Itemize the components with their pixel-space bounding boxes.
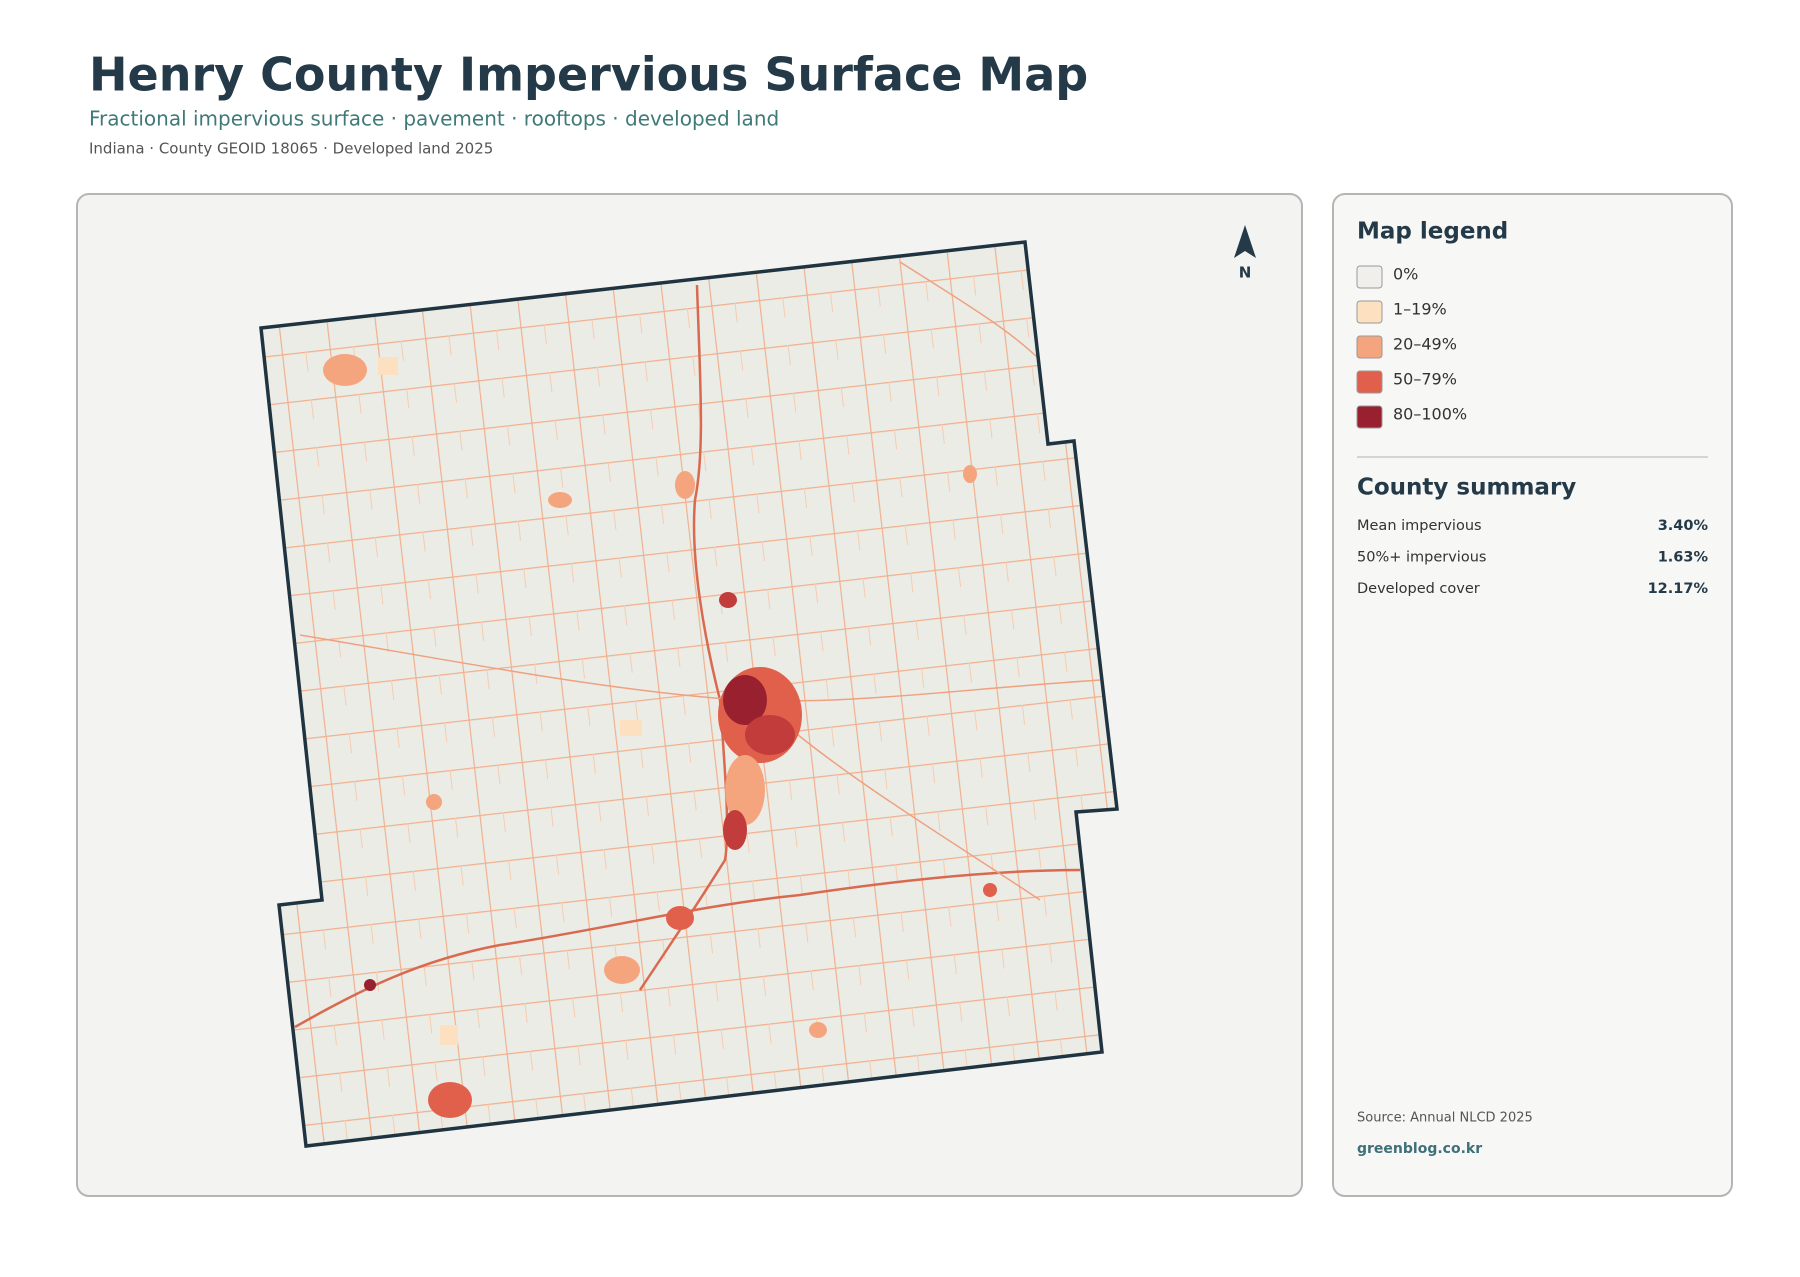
north-arrow — [1234, 225, 1256, 258]
side-panel — [1332, 193, 1733, 1197]
summary-label: 50%+ impervious — [1357, 550, 1486, 566]
legend-swatch — [1356, 335, 1383, 359]
legend-label: 1–19% — [1393, 300, 1447, 319]
summary-title: County summary — [1357, 475, 1576, 501]
site: greenblog.co.kr — [1357, 1141, 1482, 1157]
legend-label: 20–49% — [1393, 335, 1457, 354]
legend-label: 50–79% — [1393, 370, 1457, 389]
legend-title: Map legend — [1357, 219, 1508, 245]
legend-swatch — [1356, 300, 1383, 324]
summary-label: Developed cover — [1357, 581, 1480, 597]
urban-areas — [323, 354, 997, 1118]
subtitle: Fractional impervious surface · pavement… — [89, 107, 779, 131]
meta: Indiana · County GEOID 18065 · Developed… — [89, 140, 493, 158]
county-boundary — [259, 240, 1119, 1148]
legend-swatch — [1356, 265, 1383, 289]
title: Henry County Impervious Surface Map — [89, 48, 1088, 102]
legend-swatch — [1356, 405, 1383, 429]
impervious-raster — [261, 242, 1117, 1146]
summary-value: 12.17% — [1648, 581, 1709, 597]
legend: 0% 1–19% 20–49% 50–79% 80–100% — [1356, 265, 1467, 429]
summary: Mean impervious 3.40% 50%+ impervious 1.63%… — [1357, 518, 1708, 597]
source: Source: Annual NLCD 2025 — [1357, 1111, 1533, 1126]
legend-label: 0% — [1393, 265, 1418, 284]
summary-value: 3.40% — [1658, 518, 1709, 534]
legend-label: 80–100% — [1393, 405, 1467, 424]
summary-value: 1.63% — [1658, 550, 1709, 566]
summary-label: Mean impervious — [1357, 518, 1482, 534]
legend-swatch — [1356, 370, 1383, 394]
road-grid — [261, 242, 1117, 1146]
north-label: N — [1239, 264, 1252, 282]
